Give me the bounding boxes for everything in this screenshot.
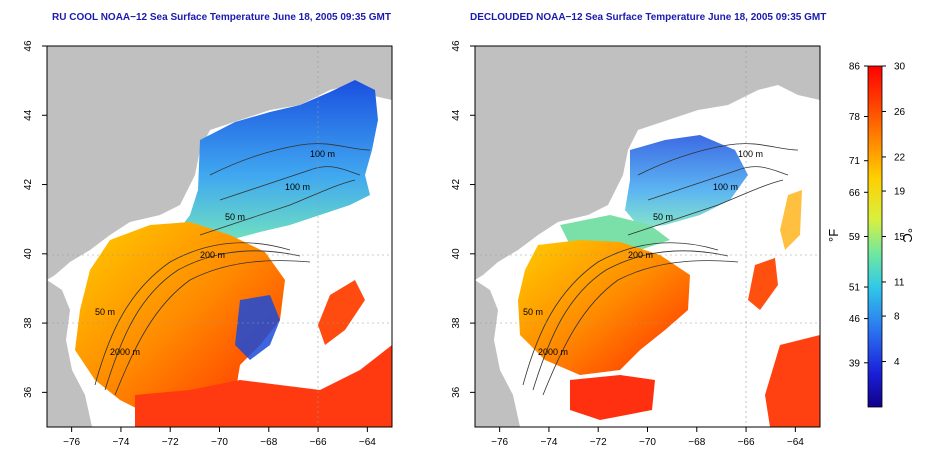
warm-patch-south bbox=[570, 375, 655, 420]
land-southeast bbox=[475, 280, 520, 427]
colorbar-label-f: 78 bbox=[849, 112, 861, 123]
map2-panel: 100 m 100 m 50 m 200 m 50 m 2000 m bbox=[475, 46, 820, 427]
contour-label: 200 m bbox=[628, 250, 653, 260]
x-tick-label: −68 bbox=[260, 437, 277, 448]
contour-label: 50 m bbox=[653, 212, 673, 222]
warm-patch-east bbox=[748, 258, 778, 310]
x-tick-label: −70 bbox=[211, 437, 228, 448]
y-tick-label: 42 bbox=[23, 179, 34, 191]
warm-water-south bbox=[135, 345, 392, 427]
colorbar-label-f: 86 bbox=[849, 62, 861, 73]
colorbar-label-f: 46 bbox=[849, 314, 861, 325]
x-tick-label: −72 bbox=[162, 437, 179, 448]
contour-label: 100 m bbox=[285, 182, 310, 192]
x-tick-label: −74 bbox=[112, 437, 129, 448]
map1-panel: 100 m 100 m 50 m 200 m 50 m 2000 m bbox=[47, 46, 392, 427]
warm-patch-corner bbox=[765, 335, 820, 427]
colorbar-label-f: 59 bbox=[849, 232, 861, 243]
land-southeast bbox=[47, 280, 92, 427]
cool-water bbox=[625, 135, 748, 228]
contour-label: 50 m bbox=[225, 212, 245, 222]
x-tick-label: −74 bbox=[540, 437, 557, 448]
y-tick-label: 46 bbox=[451, 40, 462, 52]
colorbar-label-c: 30 bbox=[894, 62, 906, 73]
x-tick-label: −76 bbox=[63, 437, 80, 448]
y-tick-label: 40 bbox=[23, 248, 34, 260]
x-tick-label: −66 bbox=[310, 437, 327, 448]
colorbar-label-c: 4 bbox=[894, 357, 900, 368]
x-tick-label: −70 bbox=[639, 437, 656, 448]
y-tick-label: 40 bbox=[451, 248, 462, 260]
contour-label: 100 m bbox=[310, 149, 335, 159]
colorbar-ticks: 30 86 26 78 22 71 19 66 15 59 11 51 8 46 4 39 bbox=[849, 62, 906, 370]
colorbar-label-c: 8 bbox=[894, 312, 900, 323]
x-tick-label: −64 bbox=[787, 437, 804, 448]
colorbar-label-c: 26 bbox=[894, 107, 906, 118]
contour-label: 50 m bbox=[95, 307, 115, 317]
y-tick-label: 44 bbox=[23, 109, 34, 121]
colorbar-label-f: 66 bbox=[849, 188, 861, 199]
y-tick-label: 44 bbox=[451, 109, 462, 121]
colorbar-label-c: 22 bbox=[894, 152, 906, 163]
y-tick-label: 46 bbox=[23, 40, 34, 52]
bathymetry-contours bbox=[94, 143, 371, 396]
celsius-label: °C bbox=[900, 228, 915, 243]
cool-water bbox=[175, 80, 378, 240]
bathymetry-contours bbox=[522, 143, 799, 396]
grid bbox=[47, 46, 392, 427]
x-tick-label: −66 bbox=[738, 437, 755, 448]
land-mainland bbox=[475, 46, 820, 280]
fahrenheit-label: °F bbox=[826, 229, 841, 242]
contour-label: 200 m bbox=[200, 250, 225, 260]
cold-patch bbox=[235, 295, 280, 360]
colorbar-label-f: 71 bbox=[849, 156, 861, 167]
x-tick-label: −68 bbox=[688, 437, 705, 448]
grid bbox=[475, 46, 820, 427]
yellow-strip bbox=[780, 190, 802, 250]
colorbar-label-f: 39 bbox=[849, 358, 861, 369]
colorbar-label-c: 15 bbox=[894, 232, 906, 243]
y-tick-label: 36 bbox=[451, 386, 462, 398]
y-tick-label: 36 bbox=[23, 386, 34, 398]
y-tick-label: 42 bbox=[451, 179, 462, 191]
contour-label: 100 m bbox=[713, 182, 738, 192]
colorbar-label-c: 11 bbox=[894, 277, 905, 288]
x-tick-label: −72 bbox=[590, 437, 607, 448]
y-tick-label: 38 bbox=[451, 317, 462, 329]
colorbar-label-f: 51 bbox=[849, 283, 861, 294]
x-tick-label: −76 bbox=[491, 437, 508, 448]
land-nova-scotia bbox=[300, 46, 392, 78]
contour-label: 2000 m bbox=[110, 347, 140, 357]
warm-water bbox=[75, 222, 285, 415]
contour-label: 50 m bbox=[523, 307, 543, 317]
map1-title: RU COOL NOAA−12 Sea Surface Temperature … bbox=[52, 12, 391, 23]
y-tick-label: 38 bbox=[23, 317, 34, 329]
colorbar bbox=[867, 65, 883, 408]
colorbar-label-c: 19 bbox=[894, 187, 906, 198]
contour-label: 100 m bbox=[738, 149, 763, 159]
map2-title: DECLOUDED NOAA−12 Sea Surface Temperatur… bbox=[470, 12, 827, 23]
warm-water bbox=[518, 240, 690, 375]
contour-label: 2000 m bbox=[538, 347, 568, 357]
warm-patch-east bbox=[318, 280, 365, 345]
land-mainland bbox=[47, 46, 392, 280]
x-tick-label: −64 bbox=[359, 437, 376, 448]
axes: −76 −74 −72 −70 −68 −66 −64 46 44 42 40 38 36 −76 −74 −… bbox=[23, 40, 804, 448]
